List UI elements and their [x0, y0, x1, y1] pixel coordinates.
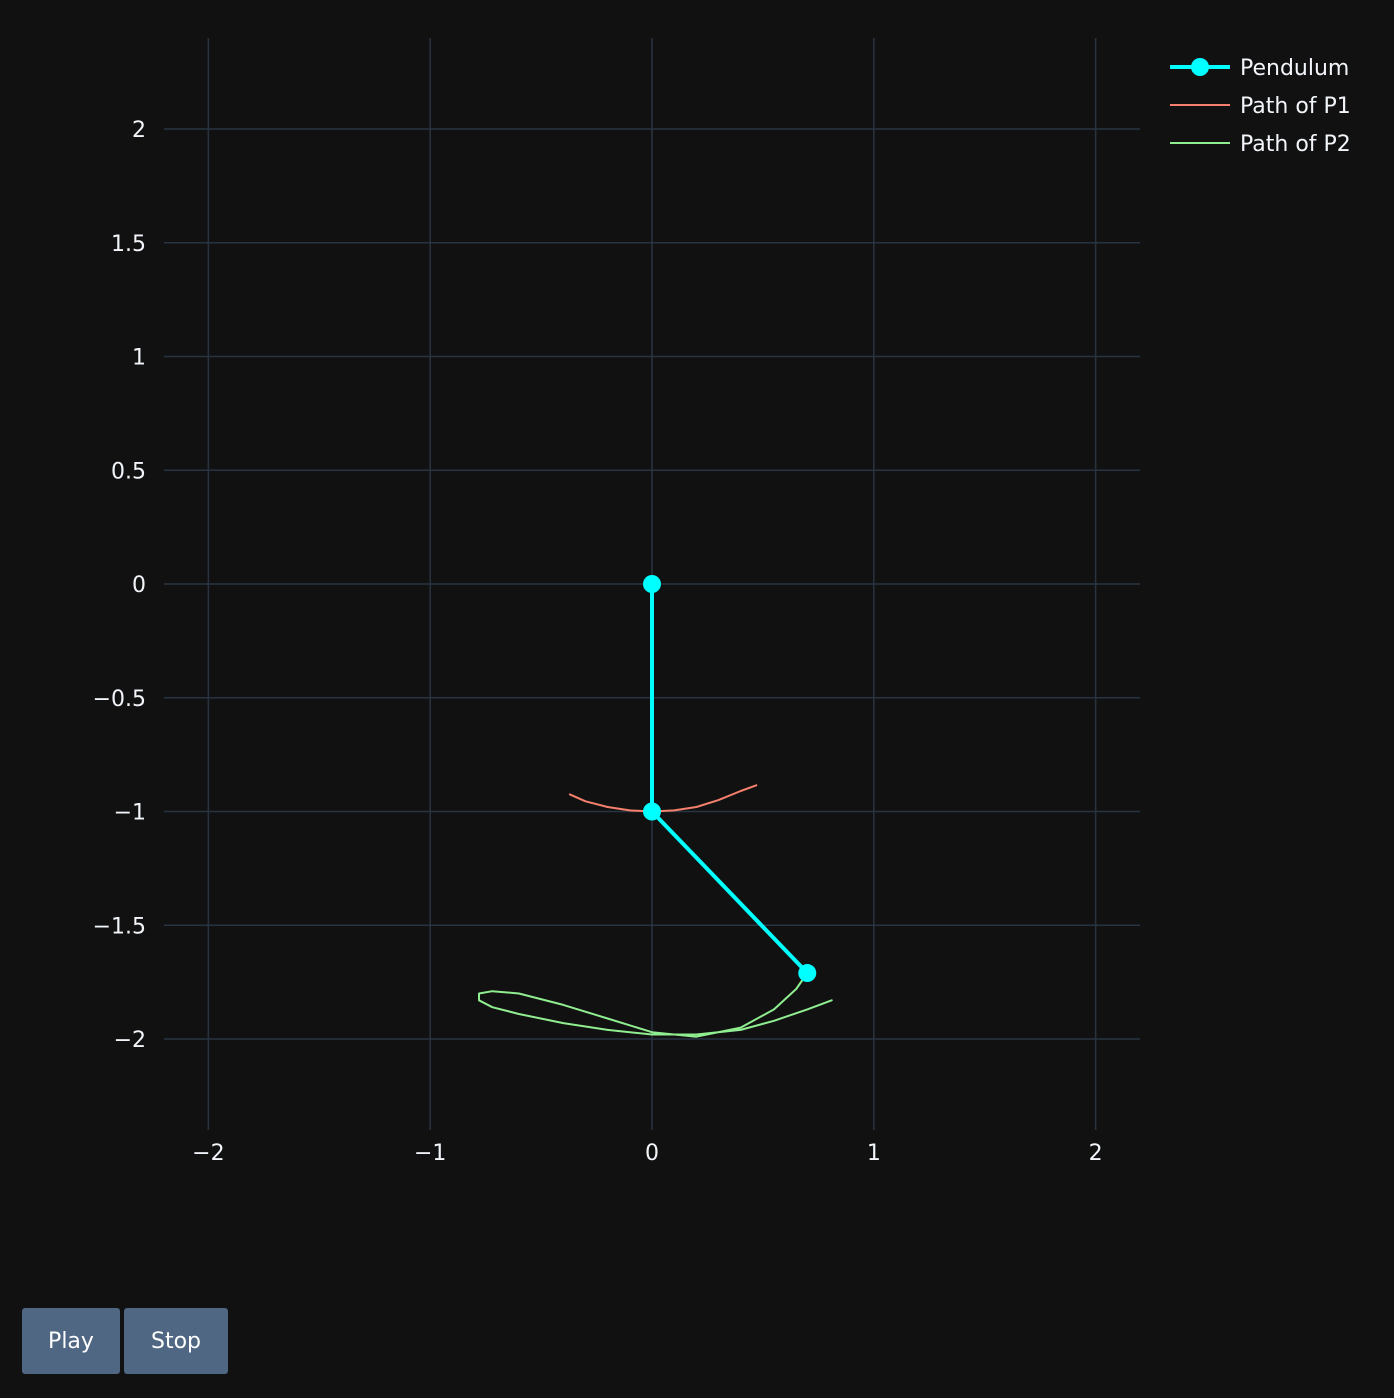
y-tick-label: 0 — [132, 573, 146, 598]
animation-controls: Play Stop — [22, 1308, 228, 1374]
pendulum-line — [650, 582, 810, 975]
y-tick-label: −2 — [114, 1028, 146, 1053]
x-tick-label: 1 — [867, 1141, 881, 1166]
y-tick-label: −0.5 — [93, 687, 146, 712]
legend-label: Pendulum — [1240, 56, 1349, 81]
x-tick-label: −1 — [414, 1141, 446, 1166]
pendulum-marker — [798, 964, 817, 983]
y-tick-labels: 2 1.5 1 0.5 0 −0.5 −1 −1.5 −2 — [93, 118, 146, 1053]
path-of-p2-line — [478, 972, 833, 1038]
legend-label: Path of P2 — [1240, 132, 1351, 157]
play-button[interactable]: Play — [22, 1308, 120, 1374]
legend-swatch-marker — [1191, 58, 1209, 76]
data-layer — [478, 575, 833, 1038]
y-tick-label: 0.5 — [111, 459, 146, 484]
path-of-p1-line — [568, 784, 758, 813]
legend[interactable]: Pendulum Path of P1 Path of P2 — [1170, 56, 1351, 157]
legend-item-path-of-p2[interactable]: Path of P2 — [1170, 132, 1351, 157]
y-tick-label: 1.5 — [111, 232, 146, 257]
pendulum-marker — [643, 575, 661, 593]
x-tick-labels: −2 −1 0 1 2 — [192, 1141, 1102, 1166]
x-tick-label: −2 — [192, 1141, 224, 1166]
y-tick-label: 2 — [132, 118, 146, 143]
y-tick-label: 1 — [132, 346, 146, 371]
y-tick-label: −1 — [114, 801, 146, 826]
x-tick-label: 2 — [1089, 1141, 1103, 1166]
stop-button[interactable]: Stop — [124, 1308, 228, 1374]
legend-item-pendulum[interactable]: Pendulum — [1170, 56, 1349, 81]
pendulum-marker — [643, 802, 661, 821]
legend-item-path-of-p1[interactable]: Path of P1 — [1170, 94, 1351, 119]
legend-label: Path of P1 — [1240, 94, 1351, 119]
x-tick-label: 0 — [645, 1141, 659, 1166]
y-tick-label: −1.5 — [93, 914, 146, 939]
grid-layer — [164, 38, 1140, 1130]
